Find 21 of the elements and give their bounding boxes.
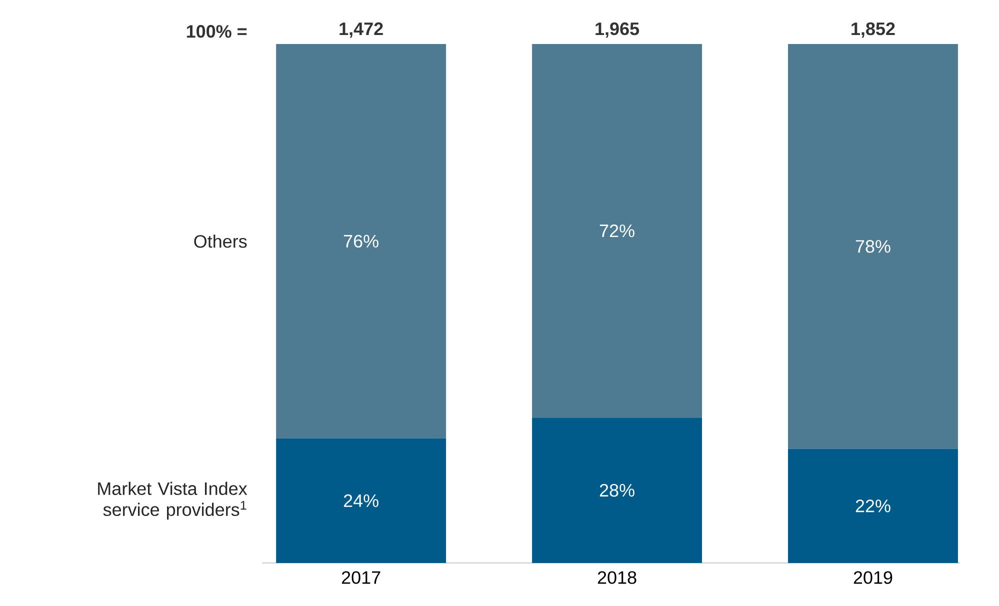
bar: [788, 448, 958, 563]
data-label: 28%: [600, 484, 634, 497]
series-label: Others: [194, 234, 247, 248]
x-tick-label: 2017: [342, 571, 380, 584]
bar: [532, 418, 702, 563]
annotation: 1,472: [340, 22, 383, 38]
data-label: 78%: [856, 240, 890, 253]
data-label: 22%: [856, 500, 890, 512]
bar: [276, 438, 446, 563]
series-label: Market Vista Index service providers$^{1}$: [98, 482, 248, 520]
data-label: 76%: [344, 234, 378, 248]
annotation: 1,965: [596, 22, 640, 38]
text: 100% =: [186, 25, 247, 38]
bar: [788, 44, 958, 449]
x-tick-label: 2019: [854, 571, 892, 584]
annotation: 1,852: [852, 22, 895, 38]
bar: [276, 44, 446, 438]
bar: [532, 44, 702, 418]
data-label: 72%: [600, 224, 634, 238]
data-label: 24%: [344, 494, 378, 508]
x-tick-label: 2018: [598, 571, 636, 584]
